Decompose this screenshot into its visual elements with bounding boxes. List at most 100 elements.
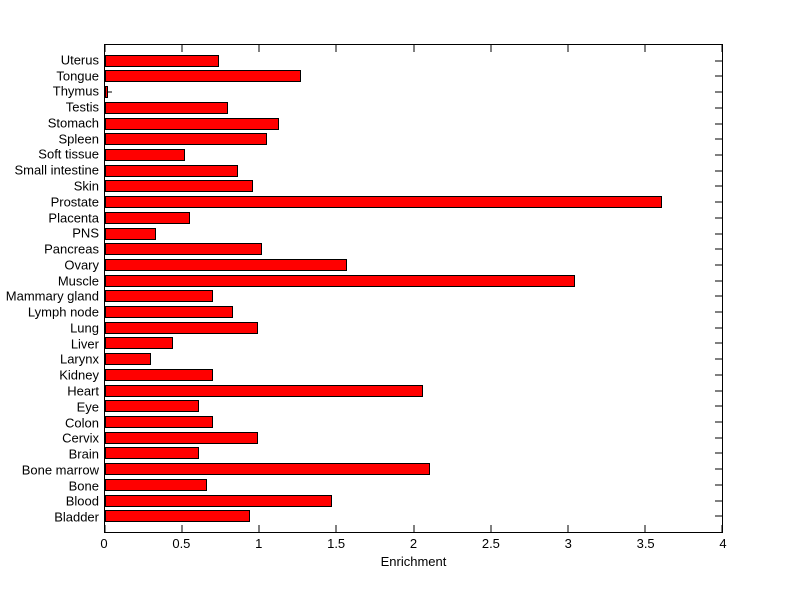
x-axis-title: Enrichment (380, 554, 447, 569)
y-tick-right (715, 233, 722, 235)
bar (105, 196, 662, 209)
y-axis-label: Bone marrow (21, 462, 99, 478)
bar (105, 86, 109, 99)
plot-area (104, 44, 723, 533)
y-axis-label: PNS (72, 225, 99, 241)
y-tick-right (715, 515, 722, 517)
x-tick-bottom (335, 525, 337, 532)
y-axis-label: Muscle (57, 273, 99, 289)
bar (105, 384, 423, 397)
bar (105, 180, 254, 193)
bar (105, 258, 348, 271)
x-tick-top (413, 45, 414, 52)
bar (105, 306, 234, 319)
x-tick-label: 4 (719, 536, 727, 551)
x-tick-top (490, 45, 492, 52)
x-tick-top (335, 45, 337, 52)
y-tick-right (715, 452, 722, 454)
y-tick-right (715, 484, 722, 486)
y-tick-right (715, 138, 722, 140)
y-tick-right (715, 154, 722, 156)
x-tick-label: 0 (100, 536, 108, 551)
y-tick-right (715, 123, 722, 125)
bar (105, 274, 576, 287)
y-axis-labels: Uterus Tongue Thymus Testis Stomach Spleen Sof… (0, 44, 99, 533)
y-axis-label: Lung (70, 320, 99, 336)
bar (105, 494, 332, 507)
y-axis-label: Liver (70, 336, 99, 352)
bar (105, 416, 213, 429)
y-tick-right (715, 421, 722, 423)
bar (105, 54, 220, 67)
y-tick-right (715, 295, 722, 297)
y-tick-right (715, 358, 722, 360)
x-tick-top (258, 45, 260, 52)
y-axis-label: Skin (73, 178, 99, 194)
y-axis-label: Brain (68, 446, 99, 462)
bar (105, 290, 213, 303)
bar (105, 148, 186, 161)
y-axis-label: Larynx (59, 351, 99, 367)
bar (105, 164, 238, 177)
y-tick-right (715, 185, 722, 187)
x-tick-bottom (258, 525, 260, 532)
x-tick-label: 1.5 (327, 536, 346, 551)
bar (105, 117, 280, 130)
bar (105, 478, 207, 491)
y-axis-label: Heart (67, 383, 99, 399)
x-tick-label: 2.5 (481, 536, 500, 551)
bar (105, 463, 431, 476)
y-axis-label: Stomach (47, 115, 99, 131)
y-tick-right (715, 468, 722, 470)
x-tick-bottom (721, 525, 723, 532)
bar (105, 400, 200, 413)
x-tick-bottom (644, 525, 646, 532)
y-tick-left (105, 91, 112, 93)
y-tick-right (715, 217, 722, 219)
y-axis-label: Soft tissue (38, 146, 99, 162)
y-tick-right (715, 201, 722, 203)
y-axis-label: Cervix (62, 430, 99, 446)
x-tick-bottom (490, 525, 492, 532)
y-axis-label: Small intestine (14, 162, 99, 178)
y-tick-right (715, 91, 722, 93)
y-axis-label: Tongue (56, 68, 99, 84)
y-tick-right (715, 405, 722, 407)
bar (105, 510, 250, 523)
bar (105, 368, 213, 381)
y-tick-right (715, 75, 722, 77)
y-axis-label: Prostate (50, 194, 99, 210)
bar (105, 447, 200, 460)
bar (105, 70, 301, 83)
x-tick-bottom (181, 525, 183, 532)
bar (105, 431, 258, 444)
x-tick-top (721, 45, 723, 52)
x-tick-bottom (104, 525, 106, 532)
y-tick-right (715, 170, 722, 172)
y-axis-label: Thymus (52, 83, 99, 99)
y-axis-label: Pancreas (44, 241, 99, 257)
bar (105, 337, 173, 350)
x-tick-label: 2 (409, 536, 418, 551)
x-tick-label: 0.5 (172, 536, 191, 551)
y-tick-right (715, 264, 722, 266)
y-tick-right (715, 500, 722, 502)
x-tick-bottom (567, 525, 569, 532)
y-axis-label: Bone (68, 478, 99, 494)
x-tick-top (181, 45, 183, 52)
y-tick-right (715, 107, 722, 109)
bar (105, 321, 258, 334)
y-axis-label: Spleen (58, 131, 99, 147)
x-tick-top (104, 45, 106, 52)
y-axis-label: Colon (65, 415, 99, 431)
y-tick-right (715, 60, 722, 62)
y-tick-right (715, 311, 722, 313)
x-tick-top (644, 45, 646, 52)
y-axis-label: Eye (76, 399, 99, 415)
x-tick-bottom (413, 525, 414, 532)
y-axis-label: Ovary (64, 257, 99, 273)
x-tick-labels: 0 0.5 1 1.5 2 2.5 3 3.5 4 (100, 536, 727, 553)
y-axis-label: Uterus (60, 52, 99, 68)
y-axis-label: Kidney (59, 367, 99, 383)
